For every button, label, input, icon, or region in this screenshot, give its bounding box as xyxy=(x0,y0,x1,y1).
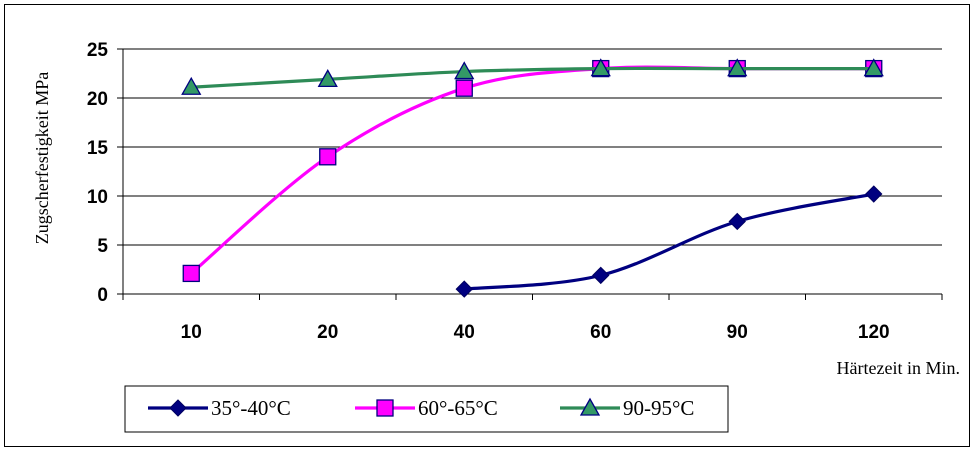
point-35-40-c-120 xyxy=(865,185,883,203)
axes xyxy=(117,48,943,300)
chart-frame xyxy=(4,4,970,447)
y-tick-label-20: 20 xyxy=(87,89,108,110)
series-line-35-40-c xyxy=(464,192,875,291)
x-tick-label-10: 10 xyxy=(181,322,202,343)
legend-label-35-40-c: 35°-40°C xyxy=(211,396,291,420)
gridlines xyxy=(123,48,942,246)
point-90-95-c-40 xyxy=(454,61,475,80)
legend-marker-60-65-c xyxy=(376,399,394,417)
x-tick-label-90: 90 xyxy=(727,322,748,343)
x-tick-label-60: 60 xyxy=(590,322,611,343)
series-lines xyxy=(181,58,884,298)
point-60-65-c-40 xyxy=(455,79,473,97)
legend-marker-90-95-c xyxy=(579,397,601,416)
y-tick-label-0: 0 xyxy=(97,285,108,306)
point-35-40-c-40 xyxy=(455,280,473,298)
legend: 35°-40°C 60°-65°C 90-95°C xyxy=(124,385,729,433)
x-tick-label-20: 20 xyxy=(317,322,338,343)
x-axis-title: Härtezeit in Min. xyxy=(837,358,960,378)
y-tick-label-15: 15 xyxy=(87,138,109,159)
point-35-40-c-60 xyxy=(592,266,610,285)
series-line-90-95-c xyxy=(191,66,874,89)
legend-marker-35-40-c xyxy=(169,399,187,417)
point-35-40-c-90 xyxy=(728,212,746,231)
point-90-95-c-20 xyxy=(317,69,338,88)
point-90-95-c-60 xyxy=(590,58,611,77)
point-90-95-c-90 xyxy=(727,58,748,77)
legend-label-60-65-c: 60°-65°C xyxy=(418,396,498,420)
legend-box xyxy=(124,385,729,433)
y-axis-title: Zugscherfestigkeit MPa xyxy=(32,72,52,244)
x-tick-labels: 10 20 40 60 90 120 xyxy=(181,322,890,343)
point-60-65-c-10 xyxy=(182,264,200,283)
y-tick-label-10: 10 xyxy=(87,187,108,208)
point-60-65-c-20 xyxy=(319,148,337,166)
y-tick-label-5: 5 xyxy=(97,236,108,257)
x-tick-label-120: 120 xyxy=(858,322,890,343)
point-90-95-c-120 xyxy=(863,58,884,77)
point-90-95-c-10 xyxy=(181,76,202,95)
x-tick-label-40: 40 xyxy=(454,322,475,343)
y-tick-labels: 0 5 10 15 20 25 xyxy=(87,40,109,306)
y-tick-label-25: 25 xyxy=(87,40,109,61)
legend-label-90-95-c: 90-95°C xyxy=(623,396,694,420)
